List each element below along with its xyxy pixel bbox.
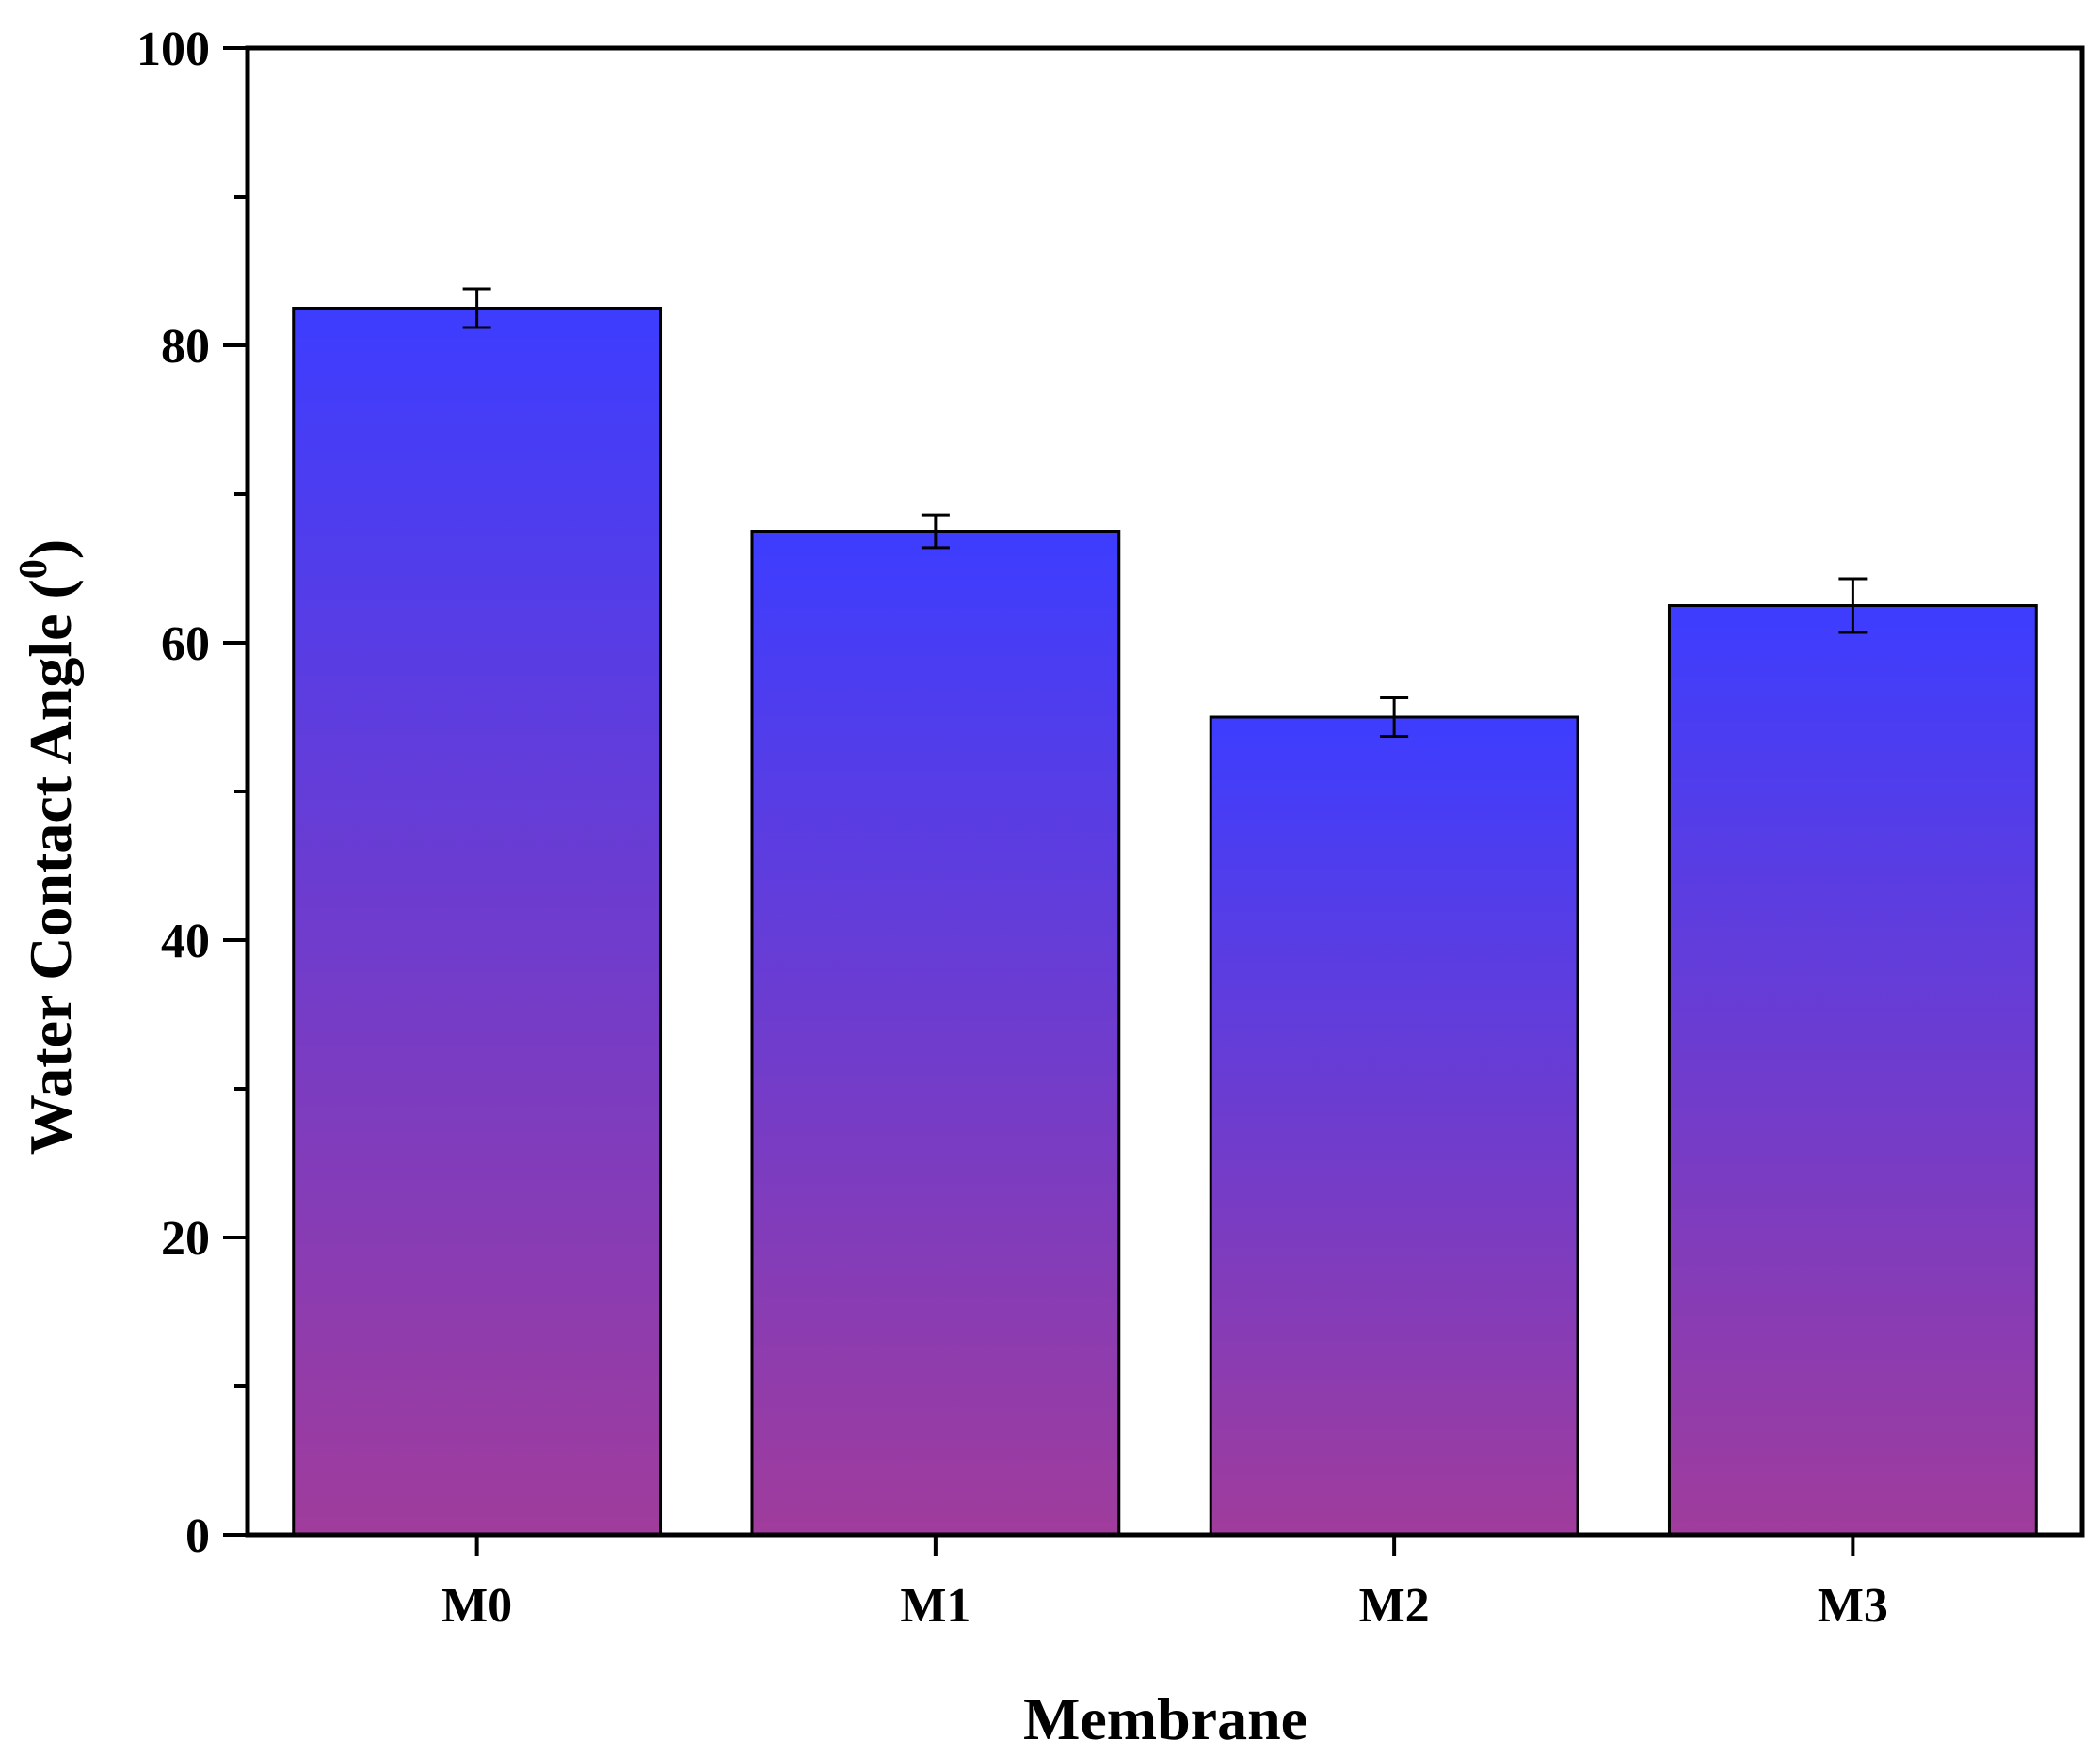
- bar-m1: [750, 530, 1121, 1537]
- error-bar-m3: [1838, 577, 1868, 634]
- y-tick-label-80: 80: [161, 320, 210, 374]
- y-tick-label-20: 20: [161, 1212, 210, 1266]
- bar-m3: [1667, 604, 2038, 1537]
- y-axis-title-suffix: ): [17, 539, 84, 559]
- x-axis-title: Membrane: [1023, 1685, 1307, 1752]
- error-bar-m0: [462, 287, 491, 329]
- y-axis: 0 20 40 60 80 100: [136, 23, 248, 1563]
- error-bar-m1: [921, 513, 950, 550]
- y-tick-label-0: 0: [185, 1509, 210, 1563]
- bars: [292, 307, 2038, 1537]
- x-axis: M0 M1 M2 M3: [441, 1535, 1888, 1633]
- y-axis-title-main: Water Contact Angle (: [17, 579, 84, 1155]
- y-axis-title-superscript: 0: [12, 559, 56, 579]
- x-tick-label-m0: M0: [441, 1579, 512, 1633]
- y-axis-title: Water Contact Angle (0): [12, 539, 84, 1155]
- y-tick-label-60: 60: [161, 617, 210, 671]
- y-tick-label-40: 40: [161, 915, 210, 968]
- x-tick-label-m2: M2: [1359, 1579, 1430, 1633]
- bar-m0: [292, 307, 663, 1537]
- error-bars: [462, 287, 1868, 739]
- bar-m2: [1209, 715, 1579, 1537]
- x-tick-label-m3: M3: [1818, 1579, 1888, 1633]
- x-tick-label-m1: M1: [900, 1579, 970, 1633]
- error-bar-m2: [1380, 695, 1409, 739]
- y-tick-label-100: 100: [136, 23, 210, 76]
